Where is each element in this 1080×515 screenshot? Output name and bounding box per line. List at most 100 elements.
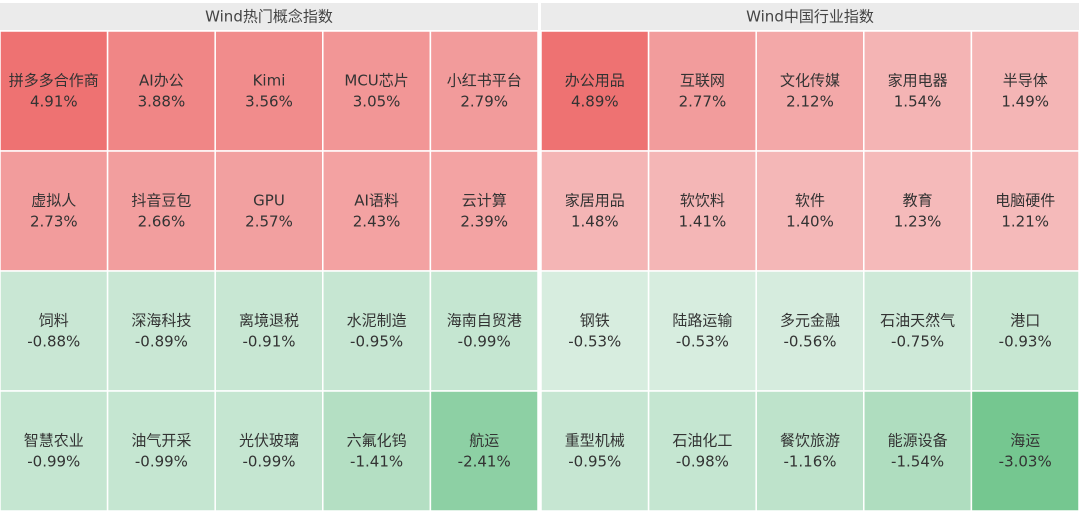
panel-title: Wind热门概念指数: [205, 8, 333, 26]
cell: [322, 150, 432, 272]
cell-name: 云计算: [462, 192, 507, 210]
cell: [540, 270, 650, 392]
cell-name: 陆路运输: [672, 312, 732, 330]
cell-value: 3.56%: [245, 93, 293, 111]
cell-value: -1.16%: [783, 453, 836, 471]
cell-value: -0.99%: [242, 453, 295, 471]
cell: [214, 30, 324, 152]
cell-name: 油气开采: [131, 432, 191, 450]
cell: [755, 270, 865, 392]
cell: [540, 150, 650, 272]
cell: [106, 270, 216, 392]
cell-name: 虚拟人: [31, 192, 76, 210]
cell: [429, 30, 539, 152]
cell-value: 1.40%: [786, 213, 834, 231]
cell: [106, 150, 216, 272]
cell-value: -0.56%: [783, 333, 836, 351]
cell-name: 石油天然气: [880, 312, 955, 330]
cell-name: AI语料: [354, 192, 399, 210]
cell-value: 1.41%: [679, 213, 727, 231]
cell: [970, 270, 1080, 392]
cell: [755, 30, 865, 152]
cell-value: -3.03%: [999, 453, 1052, 471]
cell-value: -1.41%: [350, 453, 403, 471]
cell-name: 软件: [795, 192, 825, 210]
cell: [540, 390, 650, 512]
cell-name: 多元金融: [780, 312, 840, 330]
cell: [0, 270, 109, 392]
cell: [322, 270, 432, 392]
cell-value: 1.48%: [571, 213, 619, 231]
cell-value: -0.53%: [568, 333, 621, 351]
cell: [429, 270, 539, 392]
cell-value: -0.93%: [999, 333, 1052, 351]
cell-name: 家居用品: [565, 192, 625, 210]
cell-name: 重型机械: [565, 432, 625, 450]
cell-value: -2.41%: [458, 453, 511, 471]
cell-value: 2.39%: [460, 213, 508, 231]
cell-value: -0.91%: [242, 333, 295, 351]
cell-value: 2.77%: [679, 93, 727, 111]
cell-name: 钢铁: [580, 312, 610, 330]
cell-name: MCU芯片: [344, 72, 408, 90]
cell-name: 水泥制造: [347, 312, 407, 330]
cell-value: -0.88%: [27, 333, 80, 351]
cell-value: -0.95%: [568, 453, 621, 471]
panel-header: [0, 3, 538, 30]
cell: [755, 150, 865, 272]
cell-name: 六氟化钨: [347, 432, 407, 450]
panel-title: Wind中国行业指数: [746, 8, 874, 26]
cell-value: 2.12%: [786, 93, 834, 111]
cell-value: -0.99%: [458, 333, 511, 351]
cell-name: 深海科技: [131, 312, 191, 330]
cell: [106, 30, 216, 152]
cell-name: 互联网: [680, 72, 725, 90]
cell-name: 餐饮旅游: [780, 432, 840, 450]
cell: [863, 270, 973, 392]
cell: [755, 390, 865, 512]
cell-value: 3.05%: [353, 93, 401, 111]
cell: [322, 30, 432, 152]
cell: [647, 30, 757, 152]
cell-name: 软饮料: [680, 192, 725, 210]
cell: [214, 150, 324, 272]
cell: [540, 30, 650, 152]
cell-name: 海南自贸港: [447, 312, 522, 330]
cell: [429, 390, 539, 512]
cell-name: 办公用品: [565, 72, 625, 90]
cell-value: 4.89%: [571, 93, 619, 111]
cell-name: 拼多多合作商: [9, 72, 99, 90]
cell-name: 海运: [1010, 432, 1040, 450]
cell: [863, 390, 973, 512]
cell: [970, 150, 1080, 272]
cell-name: 离境退税: [239, 312, 299, 330]
cell: [106, 390, 216, 512]
cell-value: -0.89%: [135, 333, 188, 351]
cell-value: -0.98%: [676, 453, 729, 471]
cell-value: 1.23%: [894, 213, 942, 231]
cell: [0, 150, 109, 272]
cell-name: 半导体: [1003, 72, 1048, 90]
cell: [970, 30, 1080, 152]
cell-value: -0.53%: [676, 333, 729, 351]
cell: [214, 390, 324, 512]
cell-value: 4.91%: [30, 93, 78, 111]
cell-value: -0.95%: [350, 333, 403, 351]
cell-value: -0.99%: [27, 453, 80, 471]
cell-name: AI办公: [139, 72, 184, 90]
cell-name: 石油化工: [672, 432, 732, 450]
cell-name: 光伏玻璃: [239, 432, 299, 450]
cell-value: 2.73%: [30, 213, 78, 231]
cell-value: 2.66%: [138, 213, 186, 231]
cell-name: 文化传媒: [780, 72, 840, 90]
cell-name: 家用电器: [888, 72, 948, 90]
cell: [647, 270, 757, 392]
cell: [863, 30, 973, 152]
cell-value: 1.54%: [894, 93, 942, 111]
cell: [0, 30, 109, 152]
cell: [322, 390, 432, 512]
cell-value: -1.54%: [891, 453, 944, 471]
cell-name: 港口: [1010, 312, 1040, 330]
cell-name: GPU: [253, 192, 285, 210]
